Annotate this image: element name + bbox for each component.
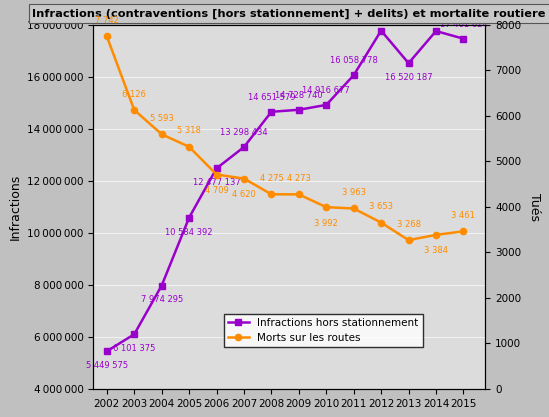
Morts sur les routes — [240, 176, 247, 181]
Infractions hors stationnement — [433, 28, 439, 33]
Text: 3 461: 3 461 — [451, 211, 475, 220]
Infractions hors stationnement — [268, 109, 274, 114]
Infractions hors stationnement — [104, 349, 110, 354]
Infractions hors stationnement — [186, 215, 192, 220]
Text: 5 449 575: 5 449 575 — [86, 361, 128, 370]
Morts sur les routes — [295, 192, 302, 197]
Morts sur les routes — [104, 34, 110, 39]
Y-axis label: Tués: Tués — [528, 193, 541, 221]
Text: 14 651 579: 14 651 579 — [248, 93, 295, 102]
Infractions hors stationnement — [350, 73, 357, 78]
Morts sur les routes — [213, 172, 220, 177]
Text: 4 273: 4 273 — [287, 174, 311, 183]
Text: 5 318: 5 318 — [177, 126, 201, 136]
Infractions hors stationnement — [378, 28, 384, 33]
Infractions hors stationnement — [460, 36, 467, 41]
Text: 3 653: 3 653 — [369, 202, 393, 211]
Morts sur les routes — [378, 220, 384, 225]
Text: 4 709: 4 709 — [205, 186, 228, 195]
Text: 4 275: 4 275 — [260, 174, 283, 183]
Infractions hors stationnement — [323, 103, 329, 108]
Text: 3 963: 3 963 — [341, 188, 366, 197]
Morts sur les routes — [268, 192, 274, 197]
Morts sur les routes — [405, 238, 412, 243]
Infractions hors stationnement — [131, 332, 138, 337]
Text: 14 728 740: 14 728 740 — [275, 91, 323, 100]
Morts sur les routes — [323, 205, 329, 210]
Text: 7 742: 7 742 — [95, 16, 119, 25]
Text: 12 477 137: 12 477 137 — [193, 178, 240, 187]
Text: 16 520 187: 16 520 187 — [385, 73, 433, 82]
Y-axis label: Infractions: Infractions — [8, 174, 21, 240]
Text: 7 974 295: 7 974 295 — [141, 295, 183, 304]
Text: 16 058 778: 16 058 778 — [330, 56, 378, 65]
Text: 17 771 120: 17 771 120 — [0, 416, 1, 417]
Text: 3 992: 3 992 — [315, 219, 338, 228]
Infractions hors stationnement — [213, 166, 220, 171]
Text: 10 584 392: 10 584 392 — [165, 228, 213, 236]
Morts sur les routes — [350, 206, 357, 211]
Morts sur les routes — [433, 232, 439, 237]
Legend: Infractions hors stationnement, Morts sur les routes: Infractions hors stationnement, Morts su… — [224, 314, 423, 347]
Morts sur les routes — [131, 108, 138, 113]
Line: Morts sur les routes: Morts sur les routes — [104, 33, 467, 243]
Infractions hors stationnement — [405, 60, 412, 65]
Text: 5 593: 5 593 — [150, 114, 173, 123]
Infractions hors stationnement — [159, 283, 165, 288]
Text: 6 126: 6 126 — [122, 90, 146, 98]
Infractions hors stationnement — [295, 107, 302, 112]
Morts sur les routes — [186, 144, 192, 149]
Text: 17 461 624: 17 461 624 — [440, 20, 488, 29]
Text: 13 298 434: 13 298 434 — [220, 128, 268, 137]
Text: 3 268: 3 268 — [396, 220, 421, 229]
Title: Infractions (contraventions [hors stationnement] + delits) et mortalite routiere: Infractions (contraventions [hors statio… — [32, 8, 546, 19]
Infractions hors stationnement — [240, 145, 247, 150]
Text: 17 754 106: 17 754 106 — [0, 416, 1, 417]
Text: 6 101 375: 6 101 375 — [113, 344, 155, 353]
Text: 4 620: 4 620 — [232, 190, 256, 199]
Text: 14 916 677: 14 916 677 — [302, 86, 350, 95]
Morts sur les routes — [159, 132, 165, 137]
Morts sur les routes — [460, 229, 467, 234]
Text: 3 384: 3 384 — [424, 246, 448, 255]
Line: Infractions hors stationnement: Infractions hors stationnement — [104, 28, 467, 354]
